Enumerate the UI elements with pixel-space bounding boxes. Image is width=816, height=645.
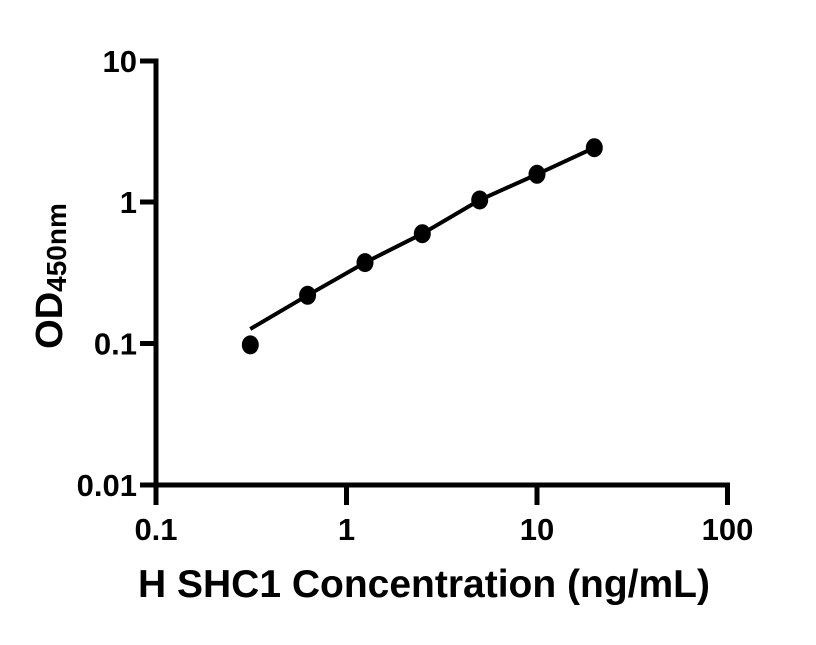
data-point-marker	[241, 335, 259, 355]
x-axis-title: H SHC1 Concentration (ng/mL)	[138, 563, 710, 606]
data-point-marker	[585, 138, 603, 158]
y-tick-label-1: 1	[120, 185, 137, 220]
y-axis-title-subscript: 450nm	[41, 203, 72, 292]
data-point-marker	[471, 190, 489, 210]
y-axis-title-main: OD	[29, 292, 71, 349]
y-tick-label-0p01: 0.01	[77, 468, 137, 503]
y-tick-label-10: 10	[103, 44, 137, 79]
data-point-marker	[356, 253, 374, 273]
x-tick-label-0p1: 0.1	[134, 512, 177, 547]
x-tick-label-10: 10	[520, 512, 554, 547]
axes	[140, 58, 730, 505]
x-tick-label-1: 1	[338, 512, 355, 547]
data-point-marker	[299, 285, 317, 305]
y-axis-title: OD450nm	[29, 203, 72, 349]
y-tick-label-0p1: 0.1	[94, 327, 137, 362]
data-point-marker	[528, 164, 546, 184]
x-tick-label-100: 100	[702, 512, 754, 547]
data-points-group	[241, 138, 603, 355]
data-point-marker	[413, 224, 431, 244]
